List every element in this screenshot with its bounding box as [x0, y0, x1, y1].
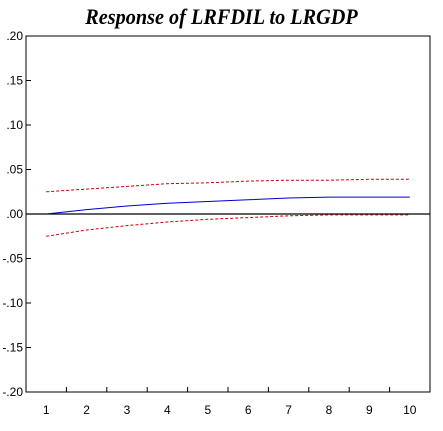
y-tick-label: .20: [6, 29, 23, 43]
x-axis: 1 2 3 4 5 6 7 8 9 10: [43, 387, 417, 417]
y-tick-label: .00: [6, 207, 23, 221]
x-tick-label: 8: [326, 403, 333, 417]
y-tick-label: -.20: [2, 385, 23, 399]
y-tick-label: -.05: [2, 252, 23, 266]
upper-band-line: [46, 178, 410, 193]
y-axis: .20 .15 .10 .05 .00 -.05 -.10 -.15 -.20: [2, 29, 31, 399]
response-line: [46, 196, 410, 215]
x-tick-label: 7: [285, 403, 292, 417]
x-tick-label: 1: [43, 403, 50, 417]
x-tick-label: 6: [245, 403, 252, 417]
y-tick-label: .05: [6, 163, 23, 177]
x-tick-label: 5: [204, 403, 211, 417]
y-tick-label: -.15: [2, 341, 23, 355]
x-tick-label: 10: [403, 403, 417, 417]
x-tick-label: 2: [83, 403, 90, 417]
y-tick-label: -.10: [2, 296, 23, 310]
x-tick-label: 4: [164, 403, 171, 417]
y-tick-label: .10: [6, 118, 23, 132]
chart-title: Response of LRFDIL to LRGDP: [85, 4, 358, 29]
x-tick-label: 3: [124, 403, 131, 417]
y-tick-label: .15: [6, 74, 23, 88]
x-tick-label: 9: [366, 403, 373, 417]
series-layer: [46, 178, 410, 237]
lower-band-line: [46, 214, 410, 237]
